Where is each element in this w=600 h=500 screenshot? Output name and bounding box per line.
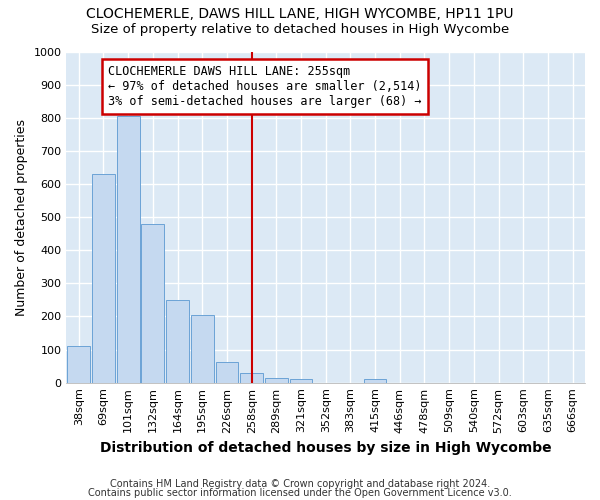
X-axis label: Distribution of detached houses by size in High Wycombe: Distribution of detached houses by size … xyxy=(100,441,551,455)
Bar xyxy=(166,300,189,382)
Bar xyxy=(191,315,214,382)
Y-axis label: Number of detached properties: Number of detached properties xyxy=(15,118,28,316)
Bar xyxy=(117,116,140,382)
Bar xyxy=(92,174,115,382)
Bar xyxy=(364,380,386,382)
Text: CLOCHEMERLE DAWS HILL LANE: 255sqm
← 97% of detached houses are smaller (2,514)
: CLOCHEMERLE DAWS HILL LANE: 255sqm ← 97%… xyxy=(109,64,422,108)
Text: CLOCHEMERLE, DAWS HILL LANE, HIGH WYCOMBE, HP11 1PU: CLOCHEMERLE, DAWS HILL LANE, HIGH WYCOMB… xyxy=(86,8,514,22)
Bar xyxy=(290,380,313,382)
Text: Size of property relative to detached houses in High Wycombe: Size of property relative to detached ho… xyxy=(91,22,509,36)
Bar xyxy=(142,224,164,382)
Text: Contains public sector information licensed under the Open Government Licence v3: Contains public sector information licen… xyxy=(88,488,512,498)
Bar xyxy=(265,378,287,382)
Bar xyxy=(240,372,263,382)
Text: Contains HM Land Registry data © Crown copyright and database right 2024.: Contains HM Land Registry data © Crown c… xyxy=(110,479,490,489)
Bar xyxy=(67,346,90,382)
Bar xyxy=(215,362,238,382)
